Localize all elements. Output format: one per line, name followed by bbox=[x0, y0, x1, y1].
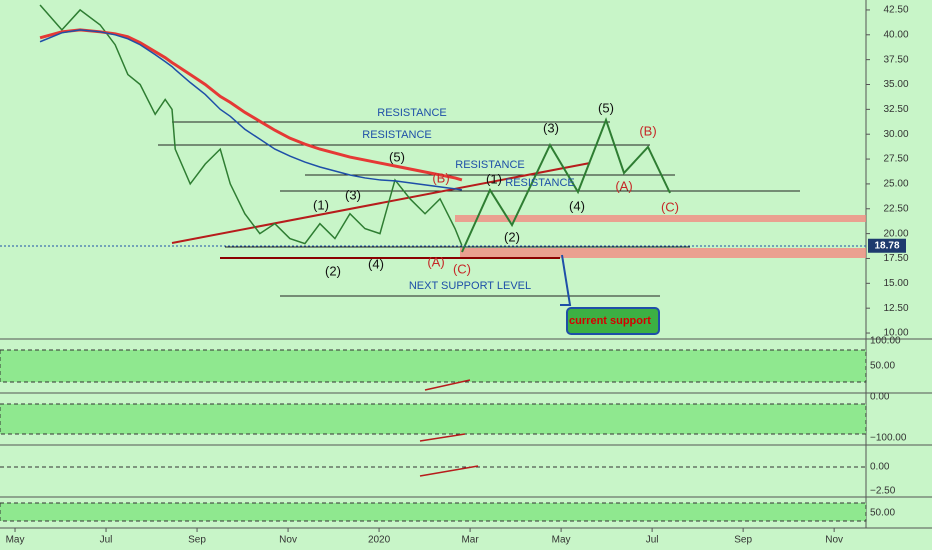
callout-text: current support bbox=[569, 315, 651, 327]
trend-line bbox=[171, 162, 591, 244]
level-label: RESISTANCE bbox=[377, 107, 446, 119]
y-tick-label: 30.00 bbox=[883, 129, 908, 140]
series-line bbox=[39, 29, 463, 191]
level-label: RESISTANCE bbox=[505, 177, 574, 189]
level-label: NEXT SUPPORT LEVEL bbox=[409, 280, 531, 292]
projection bbox=[461, 117, 671, 253]
support-zone bbox=[460, 248, 866, 258]
series-line bbox=[39, 28, 463, 182]
wave-label: (B) bbox=[639, 123, 656, 138]
pane-tick-label: 0.00 bbox=[870, 462, 890, 473]
wave-label: (5) bbox=[389, 149, 405, 164]
y-tick-label: 32.50 bbox=[883, 104, 908, 115]
pane-tick-label: 50.00 bbox=[870, 508, 895, 519]
x-tick-label: Nov bbox=[279, 535, 297, 546]
wave-label: (3) bbox=[345, 187, 361, 202]
pane-tick-label: −2.50 bbox=[870, 486, 896, 497]
wave-label: (2) bbox=[504, 229, 520, 244]
wave-label: (1) bbox=[313, 197, 329, 212]
resistance-zone bbox=[455, 215, 866, 222]
x-tick-label: May bbox=[6, 535, 25, 546]
y-tick-label: 37.50 bbox=[883, 54, 908, 65]
level-label: RESISTANCE bbox=[362, 129, 431, 141]
x-tick-label: Sep bbox=[734, 535, 752, 546]
y-tick-label: 42.50 bbox=[883, 5, 908, 16]
wave-label: (A) bbox=[427, 254, 444, 269]
x-tick-label: May bbox=[552, 535, 571, 546]
y-tick-label: 40.00 bbox=[883, 29, 908, 40]
x-tick-label: Mar bbox=[461, 535, 479, 546]
indicator-bands bbox=[0, 349, 867, 522]
wave-label: (C) bbox=[661, 199, 679, 214]
wave-label: (5) bbox=[598, 100, 614, 115]
indicator-trend-lines bbox=[419, 379, 479, 477]
wave-label: (1) bbox=[486, 171, 502, 186]
y-tick-label: 25.00 bbox=[883, 179, 908, 190]
callout-box bbox=[566, 307, 660, 335]
pane-tick-label: 0.00 bbox=[870, 392, 890, 403]
arrow bbox=[560, 254, 572, 306]
wave-label: (4) bbox=[569, 198, 585, 213]
x-tick-label: Jul bbox=[646, 535, 659, 546]
x-tick-label: Jul bbox=[100, 535, 113, 546]
wave-label: (2) bbox=[325, 263, 341, 278]
pane-tick-label: −100.00 bbox=[870, 433, 907, 444]
x-tick-label: Sep bbox=[188, 535, 206, 546]
pane-tick-label: 50.00 bbox=[870, 361, 895, 372]
level-label: RESISTANCE bbox=[455, 159, 524, 171]
x-tick-label: Nov bbox=[825, 535, 843, 546]
last-price-box bbox=[868, 238, 906, 253]
y-tick-label: 10.00 bbox=[883, 328, 908, 339]
panes bbox=[0, 0, 932, 529]
x-tick-label: 2020 bbox=[368, 535, 391, 546]
y-tick-label: 15.00 bbox=[883, 278, 908, 289]
y-tick-label: 27.50 bbox=[883, 154, 908, 165]
last-price-label: 18.78 bbox=[874, 240, 899, 251]
y-tick-label: 22.50 bbox=[883, 203, 908, 214]
level-lines bbox=[158, 121, 800, 297]
wave-label: (C) bbox=[453, 261, 471, 276]
wave-label: (4) bbox=[368, 256, 384, 271]
series-line bbox=[39, 4, 463, 246]
wave-label: (A) bbox=[615, 178, 632, 193]
y-tick-label: 35.00 bbox=[883, 79, 908, 90]
y-tick-label: 17.50 bbox=[883, 253, 908, 264]
pane-tick-label: 100.00 bbox=[870, 336, 901, 347]
y-tick-label: 12.50 bbox=[883, 303, 908, 314]
y-tick-label: 20.00 bbox=[883, 228, 908, 239]
wave-label: (3) bbox=[543, 120, 559, 135]
wave-label: (B) bbox=[432, 170, 449, 185]
